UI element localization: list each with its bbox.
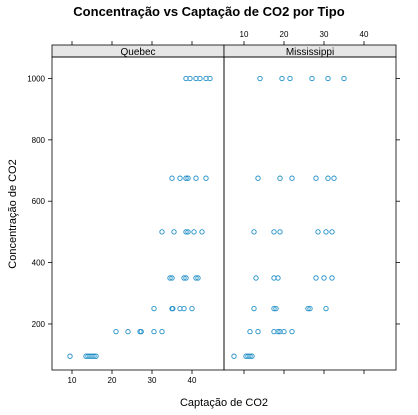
x-tick-label-top: 20 bbox=[280, 30, 289, 39]
data-point bbox=[185, 175, 191, 181]
x-tick-label: 30 bbox=[148, 376, 157, 385]
data-point bbox=[185, 229, 191, 235]
data-point bbox=[191, 229, 197, 235]
data-point bbox=[257, 75, 263, 82]
points-quebec bbox=[67, 75, 213, 359]
data-point bbox=[247, 328, 253, 335]
data-point bbox=[277, 229, 283, 235]
y-tick-label: 600 bbox=[32, 197, 46, 206]
data-point bbox=[181, 275, 187, 281]
data-point bbox=[321, 275, 327, 281]
data-point bbox=[307, 305, 313, 312]
data-point bbox=[329, 229, 335, 235]
y-tick-label: 400 bbox=[32, 259, 46, 268]
data-point bbox=[189, 305, 195, 312]
data-point bbox=[159, 328, 165, 335]
data-point bbox=[325, 75, 331, 82]
data-point bbox=[167, 275, 173, 281]
data-point bbox=[93, 353, 99, 359]
x-tick-label: 20 bbox=[108, 376, 117, 385]
data-point bbox=[183, 229, 189, 235]
data-point bbox=[193, 275, 199, 281]
data-point bbox=[275, 328, 281, 335]
strip-label-mississippi: Mississippi bbox=[286, 47, 334, 58]
data-point bbox=[231, 353, 237, 359]
points-mississippi bbox=[231, 75, 347, 359]
data-point bbox=[177, 175, 183, 181]
x-tick-label-top: 40 bbox=[360, 30, 369, 39]
x-axis-bottom: 10 20 30 40 bbox=[68, 370, 365, 385]
y-tick-label: 800 bbox=[32, 136, 46, 145]
strip-label-quebec: Quebec bbox=[120, 47, 155, 58]
data-point bbox=[279, 75, 285, 82]
data-point bbox=[255, 175, 261, 181]
data-point bbox=[151, 305, 157, 312]
y-tick-label: 200 bbox=[32, 320, 46, 329]
data-point bbox=[183, 275, 189, 281]
data-point bbox=[253, 275, 259, 281]
data-point bbox=[187, 75, 193, 82]
data-point bbox=[247, 353, 253, 359]
data-point bbox=[169, 175, 175, 181]
data-point bbox=[287, 75, 293, 82]
data-point bbox=[271, 305, 277, 312]
data-point bbox=[251, 229, 257, 235]
data-point bbox=[183, 175, 189, 181]
x-tick-label-top: 30 bbox=[320, 30, 329, 39]
data-point bbox=[195, 275, 201, 281]
data-point bbox=[323, 305, 329, 312]
data-point bbox=[313, 275, 319, 281]
data-point bbox=[203, 175, 209, 181]
data-point bbox=[113, 328, 119, 335]
panel-mississippi: Mississippi bbox=[223, 44, 397, 371]
data-point bbox=[159, 229, 165, 235]
data-point bbox=[323, 229, 329, 235]
data-point bbox=[275, 275, 281, 281]
data-point bbox=[251, 305, 257, 312]
data-point bbox=[207, 75, 213, 82]
data-point bbox=[193, 175, 199, 181]
data-point bbox=[171, 229, 177, 235]
panel-quebec: Quebec bbox=[51, 44, 225, 371]
data-point bbox=[271, 229, 277, 235]
data-point bbox=[325, 175, 331, 181]
x-tick-label: 10 bbox=[68, 376, 77, 385]
x-axis-label: Captação de CO2 bbox=[180, 397, 268, 409]
data-point bbox=[313, 175, 319, 181]
x-tick-label: 40 bbox=[188, 376, 197, 385]
data-point bbox=[67, 353, 73, 359]
y-axis-label: Concentração de CO2 bbox=[7, 159, 19, 268]
data-point bbox=[181, 305, 187, 312]
plot-frame-mississippi bbox=[223, 56, 397, 371]
data-point bbox=[309, 75, 315, 82]
data-point bbox=[289, 328, 295, 335]
x-tick-label-top: 10 bbox=[240, 30, 249, 39]
data-point bbox=[197, 75, 203, 82]
x-axis-top: 10 20 30 40 bbox=[71, 30, 369, 45]
data-point bbox=[255, 328, 261, 335]
data-point bbox=[329, 275, 335, 281]
data-point bbox=[305, 305, 311, 312]
y-tick-label: 1000 bbox=[27, 74, 45, 83]
data-point bbox=[125, 328, 131, 335]
data-point bbox=[281, 328, 287, 335]
data-point bbox=[341, 75, 347, 82]
data-point bbox=[315, 229, 321, 235]
data-point bbox=[249, 353, 255, 359]
data-point bbox=[91, 353, 97, 359]
y-axis: 200 400 600 800 1000 bbox=[27, 74, 400, 329]
data-point bbox=[138, 328, 144, 335]
chart-title: Concentração vs Captação de CO2 por Tipo bbox=[73, 4, 344, 19]
data-point bbox=[170, 305, 176, 312]
plot-frame-quebec bbox=[51, 56, 225, 371]
data-point bbox=[169, 275, 175, 281]
data-point bbox=[151, 328, 157, 335]
data-point bbox=[331, 175, 337, 181]
data-point bbox=[277, 175, 283, 181]
data-point bbox=[199, 229, 205, 235]
data-point bbox=[273, 305, 279, 312]
data-point bbox=[289, 175, 295, 181]
